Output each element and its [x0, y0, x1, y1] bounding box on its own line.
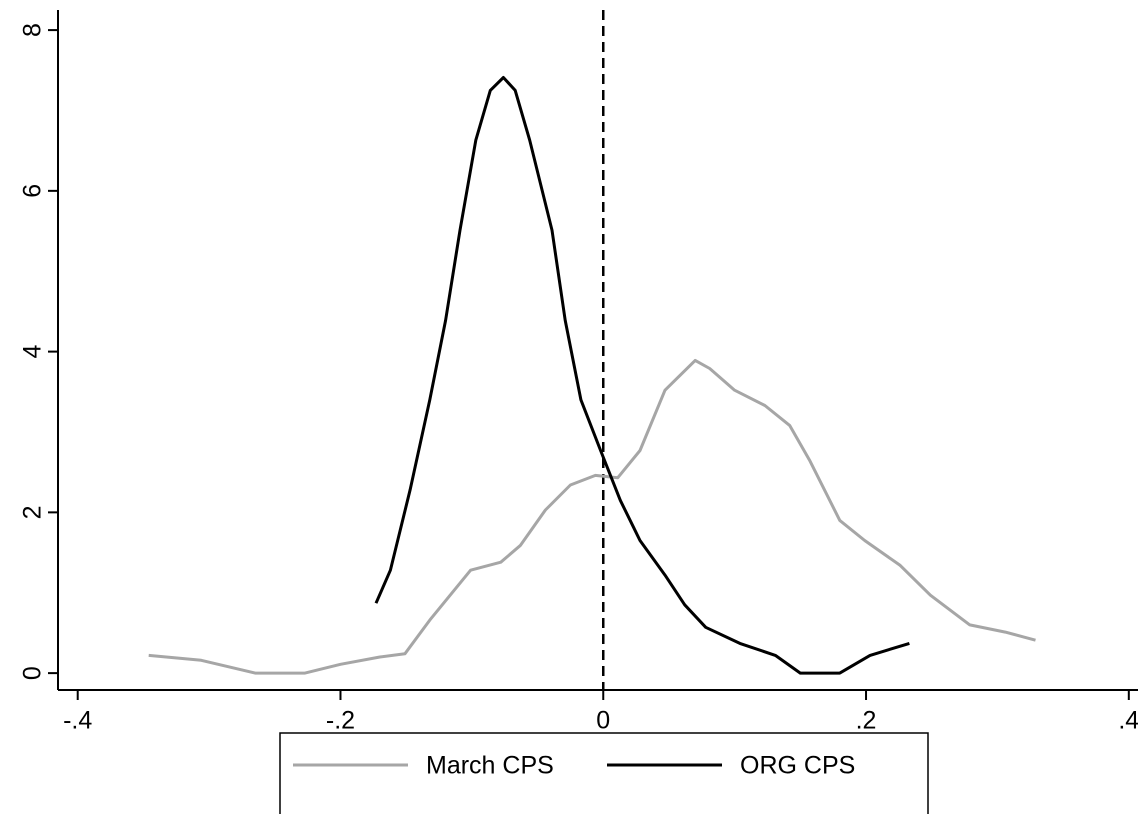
x-tick-label: 0 [596, 707, 610, 735]
y-tick-label: 4 [19, 345, 47, 359]
y-tick-label: 8 [19, 23, 47, 37]
legend: March CPS ORG CPS [279, 732, 929, 814]
series-line [374, 76, 910, 675]
x-tick-label: -.2 [326, 707, 355, 735]
series-line [148, 358, 1036, 675]
legend-label: ORG CPS [740, 752, 855, 780]
x-tick-label: -.4 [63, 707, 92, 735]
y-tick-label: 0 [19, 666, 47, 680]
x-tick-label: .4 [1118, 707, 1138, 735]
x-tick-label: .2 [856, 707, 877, 735]
legend-box [279, 732, 929, 814]
y-tick-label: 6 [19, 184, 47, 198]
legend-label: March CPS [426, 752, 554, 780]
y-tick-label: 2 [19, 505, 47, 519]
